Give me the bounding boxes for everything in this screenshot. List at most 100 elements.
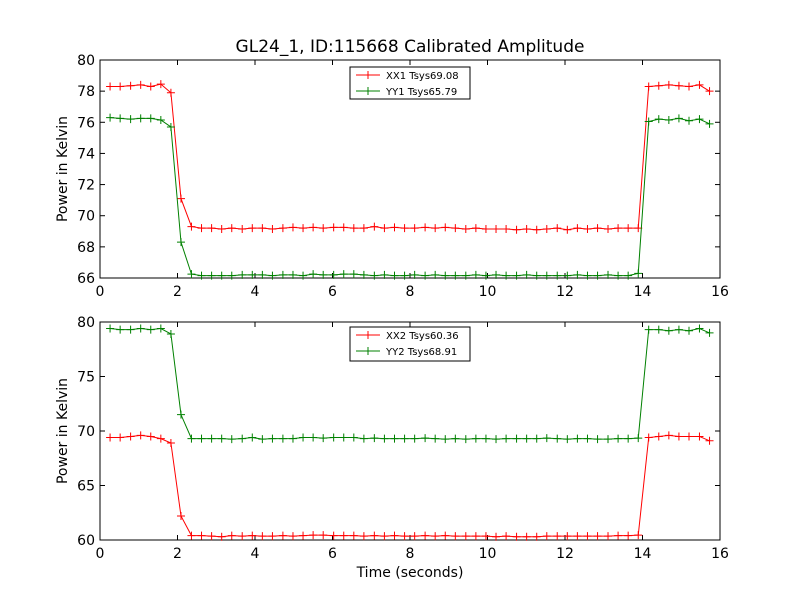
data-point — [512, 434, 521, 443]
data-point — [593, 435, 602, 444]
data-point — [319, 531, 328, 540]
data-point — [431, 224, 440, 233]
x-axis-label: Time (seconds) — [356, 565, 464, 581]
data-point — [634, 531, 643, 540]
y-tick-label: 70 — [77, 209, 95, 225]
data-point — [461, 435, 470, 444]
x-tick-label: 2 — [173, 546, 182, 562]
data-point — [288, 434, 297, 443]
data-point — [644, 82, 653, 91]
data-point — [604, 224, 613, 233]
legend-label: YY1 Tsys65.79 — [385, 87, 457, 98]
data-point — [695, 324, 704, 333]
data-point — [238, 532, 247, 541]
data-point — [553, 224, 562, 233]
data-point — [176, 512, 185, 521]
data-point — [329, 531, 338, 540]
data-point — [695, 432, 704, 441]
data-point — [471, 270, 480, 279]
data-point — [512, 271, 521, 280]
y-axis-label: Power in Kelvin — [55, 378, 71, 484]
data-point — [288, 223, 297, 232]
data-point — [156, 434, 165, 443]
data-point — [512, 532, 521, 541]
y-tick-label: 68 — [77, 240, 95, 256]
data-point — [421, 434, 430, 443]
data-point — [400, 271, 409, 280]
data-point — [370, 434, 379, 443]
x-tick-label: 16 — [711, 284, 729, 300]
data-point — [604, 532, 613, 541]
x-tick-label: 12 — [556, 546, 574, 562]
y-tick-label: 78 — [77, 84, 95, 100]
data-point — [349, 433, 358, 442]
data-point — [431, 270, 440, 279]
data-point — [624, 224, 633, 233]
data-point — [542, 532, 551, 541]
data-point — [634, 434, 643, 443]
data-point — [614, 224, 623, 233]
data-point — [461, 271, 470, 280]
data-point — [685, 326, 693, 335]
legend: XX1 Tsys69.08 YY1 Tsys65.79 — [349, 66, 471, 100]
data-point — [349, 224, 358, 233]
data-point — [248, 270, 257, 279]
data-point — [329, 223, 338, 232]
data-point — [339, 223, 348, 232]
data-point — [359, 434, 368, 443]
data-point — [522, 224, 531, 233]
y-tick-label: 66 — [77, 271, 95, 287]
data-point — [146, 82, 155, 91]
series-xx2 — [106, 431, 714, 541]
data-point — [471, 224, 480, 233]
data-point — [370, 271, 379, 280]
data-point — [451, 224, 460, 233]
y-tick-label: 80 — [77, 315, 95, 331]
data-point — [674, 114, 683, 123]
data-point — [685, 432, 693, 441]
data-point — [217, 434, 226, 443]
data-point — [532, 271, 541, 280]
data-point — [451, 434, 460, 443]
data-point — [695, 80, 704, 89]
data-point — [614, 271, 623, 280]
data-point — [624, 271, 633, 280]
data-point — [166, 438, 175, 447]
data-point — [410, 270, 419, 279]
data-point — [441, 531, 450, 540]
legend-box — [349, 326, 471, 362]
x-tick-label: 6 — [328, 546, 337, 562]
data-point — [106, 324, 115, 333]
data-point — [339, 270, 348, 279]
data-point — [492, 270, 501, 279]
data-point — [238, 224, 247, 233]
data-point — [217, 532, 226, 541]
data-point — [421, 223, 430, 232]
legend-box — [349, 66, 471, 100]
data-point — [583, 532, 592, 541]
data-point — [126, 325, 135, 334]
data-point — [309, 531, 318, 540]
data-point — [136, 324, 145, 333]
data-point — [390, 271, 399, 280]
data-point — [532, 532, 541, 541]
data-point — [532, 225, 541, 234]
y-tick-label: 65 — [77, 479, 95, 495]
data-point — [319, 224, 328, 233]
data-point — [705, 436, 714, 445]
data-point — [604, 435, 613, 444]
data-point — [542, 224, 551, 233]
data-point — [634, 269, 643, 278]
data-point — [410, 224, 419, 233]
data-point — [339, 433, 348, 442]
x-tick-label: 4 — [251, 546, 260, 562]
data-point — [227, 531, 236, 540]
legend-marker — [364, 87, 372, 95]
data-point — [542, 434, 551, 443]
data-point — [268, 271, 277, 280]
data-point — [299, 531, 308, 540]
data-point — [583, 271, 592, 280]
data-point — [481, 532, 490, 541]
